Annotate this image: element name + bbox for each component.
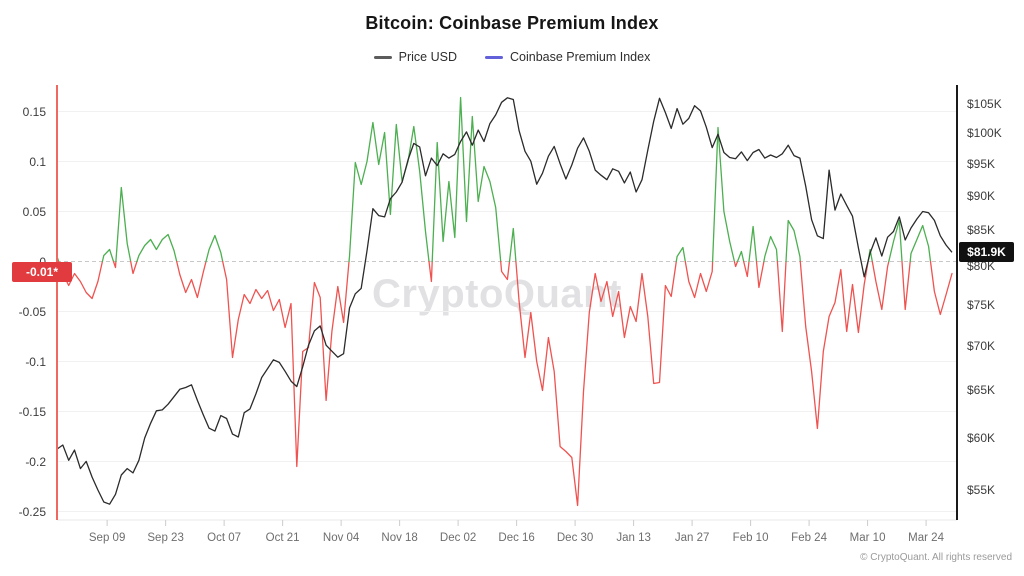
x-axis-tick-label: Oct 21 [265, 532, 300, 544]
left-axis-tick-label: -0.05 [18, 304, 46, 319]
coinbase-premium-line-segment [101, 248, 115, 263]
x-axis-tick-label: Mar 24 [908, 532, 944, 544]
x-axis-tick-label: Dec 02 [439, 532, 477, 544]
coinbase-premium-line-segment [136, 233, 178, 263]
legend-label-coinbase-premium: Coinbase Premium Index [509, 50, 651, 64]
x-axis-tick-label: Jan 13 [616, 532, 651, 544]
coinbase-premium-line-segment [431, 96, 502, 263]
x-axis-tick-label: Sep 09 [88, 532, 126, 544]
x-axis-tick-label: Jan 27 [674, 532, 710, 544]
coinbase-premium-line-segment [222, 260, 350, 468]
x-axis-tick-label: Mar 10 [849, 532, 886, 544]
right-axis-tick-label: $60K [967, 431, 996, 446]
coinbase-premium-line-swatch [484, 55, 503, 59]
x-axis-tick-label: Feb 10 [732, 532, 769, 544]
coinbase-premium-line-segment [888, 219, 903, 263]
coinbase-premium-line-segment [112, 260, 117, 269]
left-axis-tick-label: -0.2 [25, 454, 46, 469]
coinbase-premium-line-segment [909, 224, 932, 263]
copyright-footer: © CryptoQuant. All rights reserved [860, 552, 1012, 563]
x-axis-tick-label: Dec 30 [556, 532, 594, 544]
coinbase-premium-line-segment [736, 250, 745, 263]
coinbase-premium-line-segment [348, 121, 430, 263]
right-axis-tick-label: $65K [967, 383, 996, 398]
coinbase-premium-line-segment [508, 227, 517, 263]
coinbase-premium-line-segment [799, 260, 869, 430]
coinbase-premium-line-segment [500, 260, 511, 281]
price-usd-line-swatch [373, 55, 392, 59]
x-axis-tick-label: Sep 23 [147, 532, 184, 544]
x-axis-tick-label: Nov 18 [381, 532, 418, 544]
price-usd-line [56, 97, 953, 505]
coinbase-premium-line-segment [515, 260, 677, 507]
coinbase-premium-line-segment [785, 219, 801, 263]
coinbase-premium-line-segment [871, 260, 890, 311]
x-axis-tick-label: Dec 16 [498, 532, 535, 544]
legend: Price USD Coinbase Premium Index [0, 50, 1024, 64]
legend-item-coinbase-premium[interactable]: Coinbase Premium Index [484, 50, 651, 64]
left-axis-tick-label: -0.15 [18, 404, 46, 419]
coinbase-premium-line-segment [428, 260, 433, 283]
left-axis-tick-label: 0.15 [22, 104, 46, 119]
legend-label-price-usd: Price USD [398, 50, 457, 64]
coinbase-premium-line-segment [929, 260, 953, 316]
coinbase-premium-line-segment [901, 260, 911, 311]
premium-current-value-badge: -0.01* [12, 261, 72, 282]
coinbase-premium-line-segment [711, 126, 736, 263]
left-axis-tick-label: -0.25 [18, 504, 46, 519]
x-axis-tick-label: Feb 24 [791, 532, 827, 544]
right-axis-tick-label: $55K [967, 482, 996, 497]
price-current-value-badge: $81.9K [959, 242, 1014, 263]
left-axis-tick-label: 0.05 [22, 204, 46, 219]
right-axis-tick-label: $90K [967, 189, 996, 203]
coinbase-premium-line-segment [763, 235, 779, 263]
coinbase-premium-line-segment [130, 260, 138, 275]
right-axis-tick-label: $75K [967, 297, 996, 312]
coinbase-premium-line-segment [675, 246, 686, 263]
coinbase-premium-line-segment [115, 186, 132, 263]
left-axis-tick-label: -0.1 [25, 354, 46, 369]
left-axis-tick-label: 0.1 [29, 154, 46, 169]
coinbase-premium-line-segment [776, 260, 787, 333]
coinbase-premium-line-segment [733, 260, 739, 268]
legend-item-price-usd[interactable]: Price USD [373, 50, 457, 64]
right-axis-tick-label: $85K [967, 223, 996, 238]
x-axis-tick-label: Oct 07 [207, 532, 242, 544]
coinbase-premium-line-segment [755, 260, 765, 289]
x-axis-tick-label: Nov 04 [322, 532, 360, 544]
right-axis-tick-label: $95K [967, 156, 996, 171]
right-axis-tick-label: $80K [967, 259, 996, 274]
coinbase-premium-line-segment [748, 225, 758, 263]
right-axis-tick-label: $105K [967, 97, 1002, 111]
chart-title: Bitcoin: Coinbase Premium Index [365, 13, 659, 33]
coinbase-premium-line-segment [176, 260, 207, 299]
coinbase-premium-line-segment [684, 260, 714, 299]
right-axis-tick-label: $70K [967, 339, 996, 354]
coinbase-premium-line-segment [743, 260, 750, 278]
right-axis-tick-label: $100K [967, 126, 1002, 141]
coinbase-premium-line-segment [205, 234, 224, 263]
